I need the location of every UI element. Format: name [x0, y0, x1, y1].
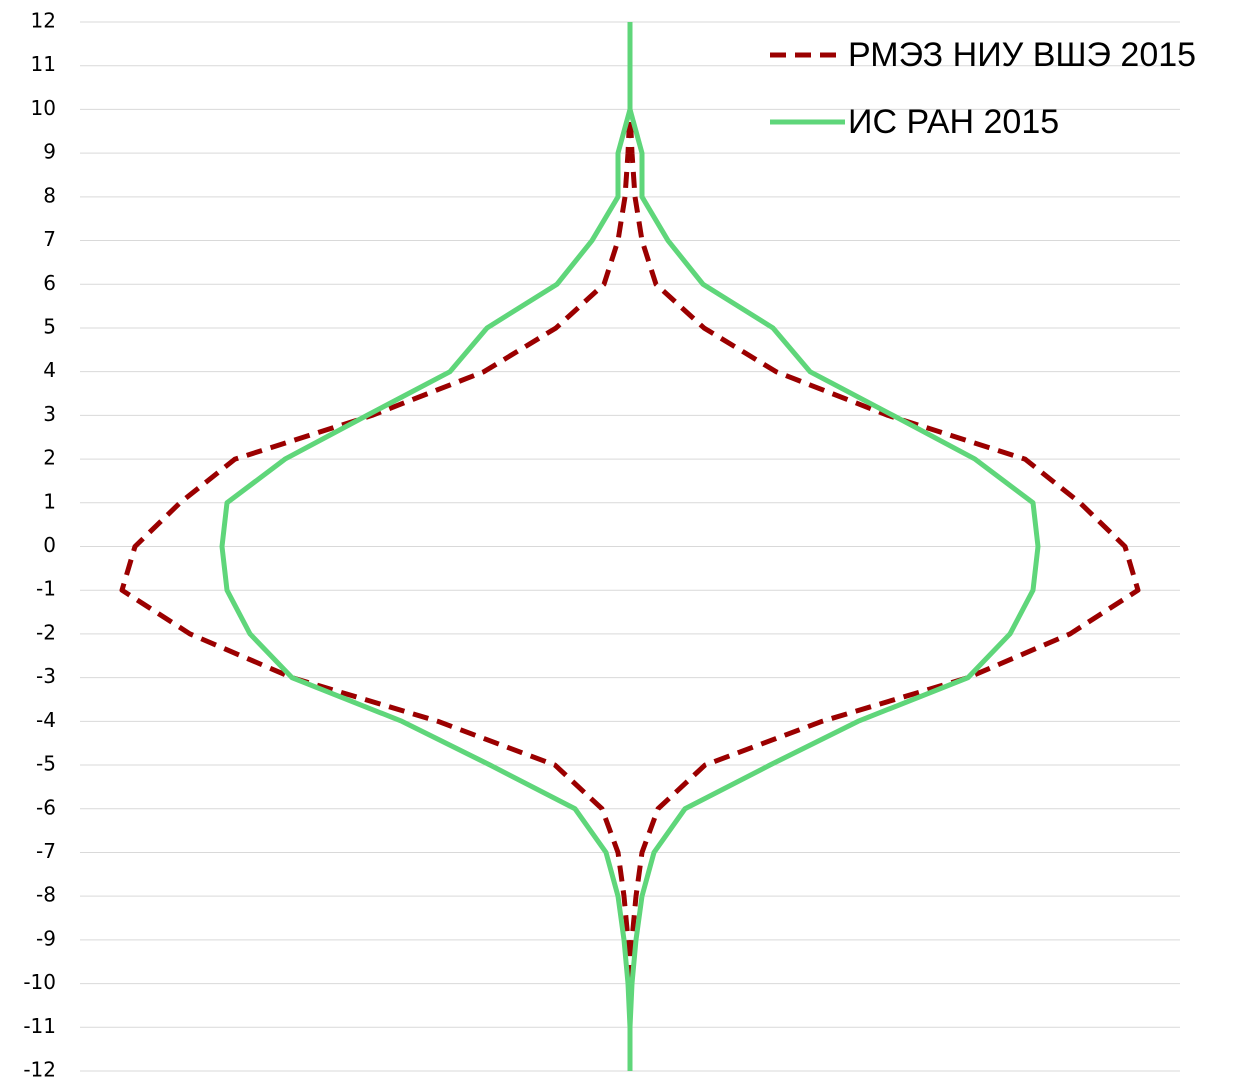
legend-label: ИС РАН 2015: [848, 103, 1059, 141]
y-tick-label: 0: [43, 533, 56, 557]
y-tick-label: -5: [36, 752, 56, 776]
y-tick-label: -6: [36, 795, 56, 819]
y-tick-label: 5: [43, 314, 56, 338]
y-tick-label: 3: [43, 402, 56, 426]
legend-label: РМЭЗ НИУ ВШЭ 2015: [848, 36, 1196, 74]
y-tick-label: 4: [43, 358, 56, 382]
series-line: [627, 22, 1041, 1071]
y-tick-label: 6: [43, 271, 56, 295]
y-tick-label: -1: [36, 577, 56, 601]
y-tick-label: -2: [36, 620, 56, 644]
series-line: [219, 22, 633, 1071]
series-line: [119, 22, 633, 1071]
y-tick-label: -7: [36, 839, 56, 863]
y-tick-label: -11: [23, 1014, 56, 1038]
y-tick-label: 2: [43, 446, 56, 470]
y-tick-label: 7: [43, 227, 56, 251]
y-tick-label: -9: [36, 926, 56, 950]
y-tick-label: 10: [31, 96, 56, 120]
series-line: [627, 22, 1141, 1071]
y-tick-label: -8: [36, 883, 56, 907]
y-tick-label: -3: [36, 664, 56, 688]
y-tick-label: -10: [23, 970, 56, 994]
y-tick-label: 9: [43, 140, 56, 164]
y-tick-label: 8: [43, 183, 56, 207]
y-tick-label: 1: [43, 489, 56, 513]
y-tick-label: 11: [31, 52, 56, 76]
y-tick-label: -4: [36, 708, 56, 732]
y-tick-label: -12: [23, 1058, 56, 1082]
y-tick-label: 12: [31, 9, 56, 33]
